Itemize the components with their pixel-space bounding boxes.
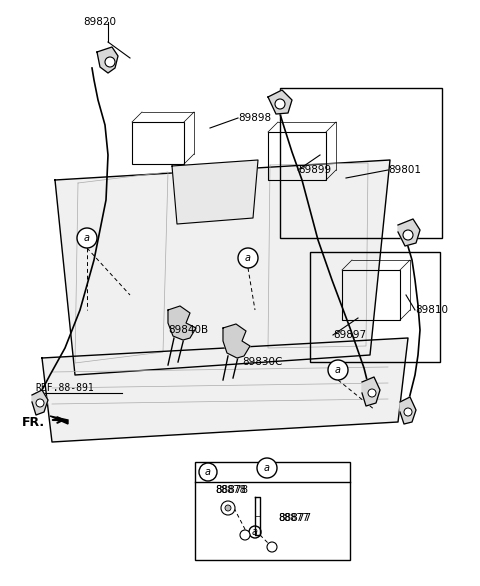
Text: 88878: 88878 [215,485,246,495]
Text: a: a [245,253,251,263]
Text: a: a [335,365,341,375]
Bar [280,88,442,238]
Text: 89840B: 89840B [168,325,208,335]
Bar [310,252,440,362]
Polygon shape [268,90,292,114]
Text: REF.88-891: REF.88-891 [35,383,94,393]
Text: a: a [252,527,258,537]
Circle shape [225,505,231,511]
Polygon shape [50,416,68,424]
Circle shape [267,542,277,552]
Circle shape [77,228,97,248]
Text: 89810: 89810 [415,305,448,315]
Text: 88877: 88877 [278,513,311,523]
Text: 89897: 89897 [333,330,366,340]
Text: 89830C: 89830C [242,357,282,367]
Circle shape [403,230,413,240]
Text: 88877: 88877 [278,513,309,523]
Polygon shape [398,219,420,246]
Circle shape [249,526,261,538]
Text: FR.: FR. [22,415,45,428]
Circle shape [368,389,376,397]
Polygon shape [223,324,250,358]
Polygon shape [32,390,48,415]
Polygon shape [362,377,380,406]
Polygon shape [400,397,416,424]
Bar [342,270,400,320]
Text: 89820: 89820 [83,17,116,27]
Text: a: a [84,233,90,243]
Circle shape [36,399,44,407]
Circle shape [105,57,115,67]
Polygon shape [97,47,118,73]
Text: 89898: 89898 [238,113,271,123]
Circle shape [199,463,217,481]
Polygon shape [172,160,258,224]
Circle shape [257,458,277,478]
Bar [268,132,326,180]
Bar [132,122,184,164]
Polygon shape [42,338,408,442]
Circle shape [328,360,348,380]
Text: a: a [264,463,270,473]
Text: a: a [205,467,211,477]
Circle shape [240,530,250,540]
Circle shape [221,501,235,515]
Bar [195,462,350,560]
Text: 89899: 89899 [298,165,331,175]
Circle shape [275,99,285,109]
Polygon shape [55,160,390,375]
Text: 88878: 88878 [215,485,248,495]
Circle shape [238,248,258,268]
Text: 89801: 89801 [388,165,421,175]
Polygon shape [168,306,196,340]
Circle shape [404,408,412,416]
